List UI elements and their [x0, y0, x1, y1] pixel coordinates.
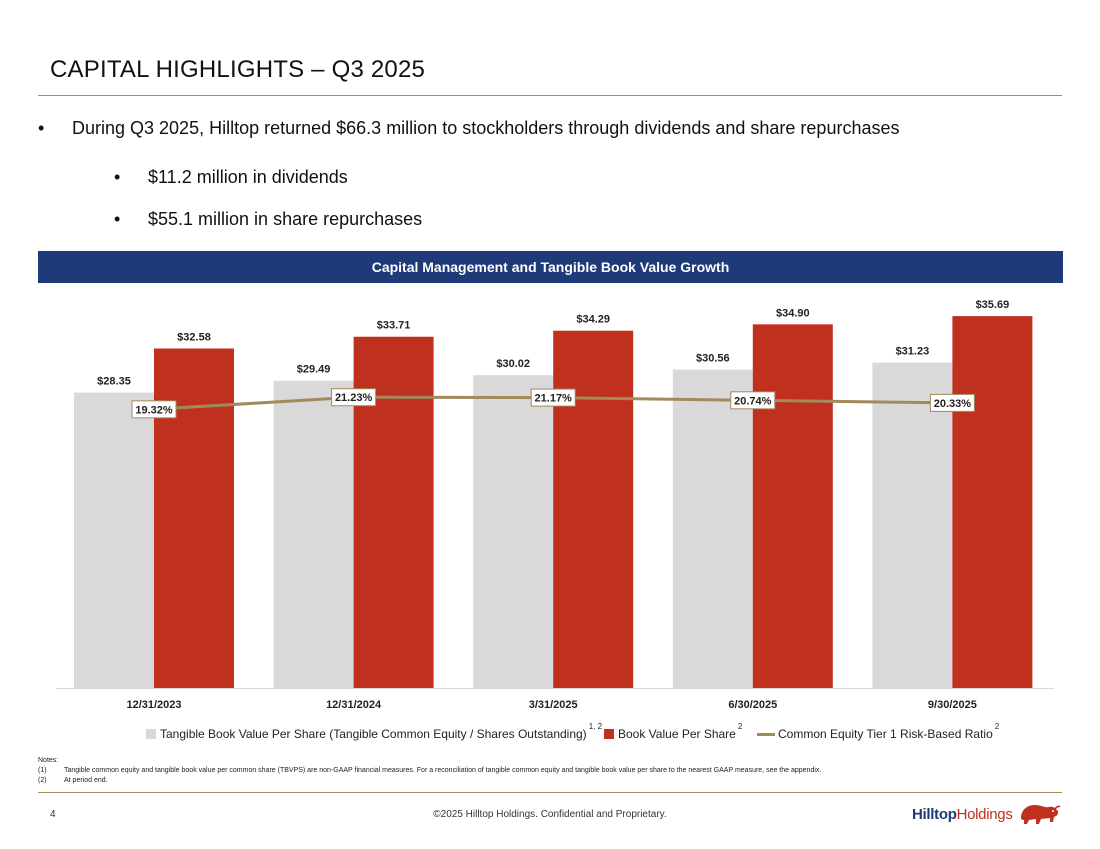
bar-tbvps — [473, 375, 554, 688]
legend-item-bvps: Book Value Per Share 2 — [604, 722, 742, 741]
x-tick-label: 6/30/2025 — [728, 699, 777, 711]
x-tick-label: 3/31/2025 — [529, 699, 578, 711]
title-divider — [38, 95, 1062, 96]
footnote-number: (2) — [38, 777, 47, 784]
bar-tbvps — [273, 380, 354, 688]
bullet-glyph: • — [114, 209, 121, 229]
data-label-box-cet1 — [131, 400, 177, 419]
legend-superscript: 2 — [737, 721, 743, 731]
footnote-text: Tangible common equity and tangible book… — [64, 767, 822, 774]
page-title: CAPITAL HIGHLIGHTS – Q3 2025 — [50, 56, 426, 83]
bullet-text: During Q3 2025, Hilltop returned $66.3 m… — [72, 118, 900, 138]
data-label-tbvps: $30.56 — [696, 353, 730, 365]
bullet-glyph: • — [114, 167, 121, 187]
legend-swatch — [604, 729, 614, 739]
data-label-box-cet1 — [730, 391, 776, 410]
notes-label: Notes: — [38, 757, 59, 764]
sub-bullet-item: • $11.2 million in dividends — [114, 167, 348, 188]
legend-swatch — [757, 732, 775, 736]
footnote-2: (2) At period end. — [38, 776, 821, 786]
footer-divider — [38, 792, 1062, 793]
data-label-tbvps: $28.35 — [97, 376, 131, 388]
legend-swatch — [146, 729, 156, 739]
company-logo: Hilltop Holdings — [912, 800, 1061, 828]
data-label-tbvps: $30.02 — [496, 358, 530, 370]
bullet-item: • During Q3 2025, Hilltop returned $66.3 … — [38, 118, 899, 139]
bison-icon — [1020, 805, 1061, 824]
page-number: 4 — [50, 809, 56, 820]
data-label-cet1: 20.74% — [734, 395, 772, 407]
bar-bvps — [752, 324, 833, 688]
data-label-tbvps: $29.49 — [297, 364, 331, 376]
logo-text-holdings: Holdings — [956, 805, 1013, 823]
chart-header: Capital Management and Tangible Book Val… — [38, 251, 1063, 283]
sub-bullet-text: $11.2 million in dividends — [148, 167, 348, 187]
bar-bvps — [553, 330, 634, 688]
data-label-tbvps: $31.23 — [896, 346, 930, 358]
legend-label: Common Equity Tier 1 Risk-Based Ratio — [778, 727, 993, 741]
data-label-cet1: 21.23% — [335, 392, 373, 404]
legend-label: Tangible Book Value Per Share (Tangible … — [160, 727, 587, 741]
data-label-box-cet1 — [929, 393, 975, 412]
footnote-number: (1) — [38, 767, 47, 774]
legend-superscript: 1, 2 — [588, 721, 603, 731]
data-label-cet1: 20.33% — [934, 398, 972, 410]
data-label-bvps: $34.90 — [776, 307, 810, 319]
footnote-text: At period end. — [64, 777, 108, 784]
legend-item-cet1: Common Equity Tier 1 Risk-Based Ratio 2 — [757, 722, 999, 741]
legend-label: Book Value Per Share — [618, 727, 736, 741]
bar-tbvps — [872, 362, 953, 688]
data-label-box-cet1 — [530, 388, 576, 407]
bar-bvps — [154, 348, 234, 688]
x-tick-label: 12/31/2023 — [126, 699, 181, 711]
footnotes: Notes: (1) Tangible common equity and tan… — [38, 756, 821, 786]
legend-superscript: 2 — [994, 721, 1000, 731]
data-label-box-cet1 — [331, 388, 377, 407]
bar-bvps — [952, 316, 1033, 688]
data-label-bvps: $32.58 — [177, 332, 211, 344]
legend-item-tbvps: Tangible Book Value Per Share (Tangible … — [146, 722, 602, 741]
bar-tbvps — [672, 369, 753, 688]
data-label-bvps: $34.29 — [576, 314, 610, 326]
bar-tbvps — [74, 392, 154, 688]
x-tick-label: 12/31/2024 — [326, 699, 382, 711]
data-label-bvps: $35.69 — [976, 299, 1010, 311]
data-label-cet1: 21.17% — [535, 393, 573, 405]
sub-bullet-text: $55.1 million in share repurchases — [148, 209, 423, 229]
footnote-1: (1) Tangible common equity and tangible b… — [38, 766, 821, 776]
logo-text-hilltop: Hilltop — [912, 805, 957, 823]
bullet-glyph: • — [38, 118, 45, 138]
data-label-bvps: $33.71 — [377, 320, 411, 332]
sub-bullet-item: • $55.1 million in share repurchases — [114, 209, 422, 230]
x-tick-label: 9/30/2025 — [928, 699, 977, 711]
data-label-cet1: 19.32% — [135, 404, 173, 416]
footer-text: ©2025 Hilltop Holdings. Confidential and… — [433, 809, 667, 820]
